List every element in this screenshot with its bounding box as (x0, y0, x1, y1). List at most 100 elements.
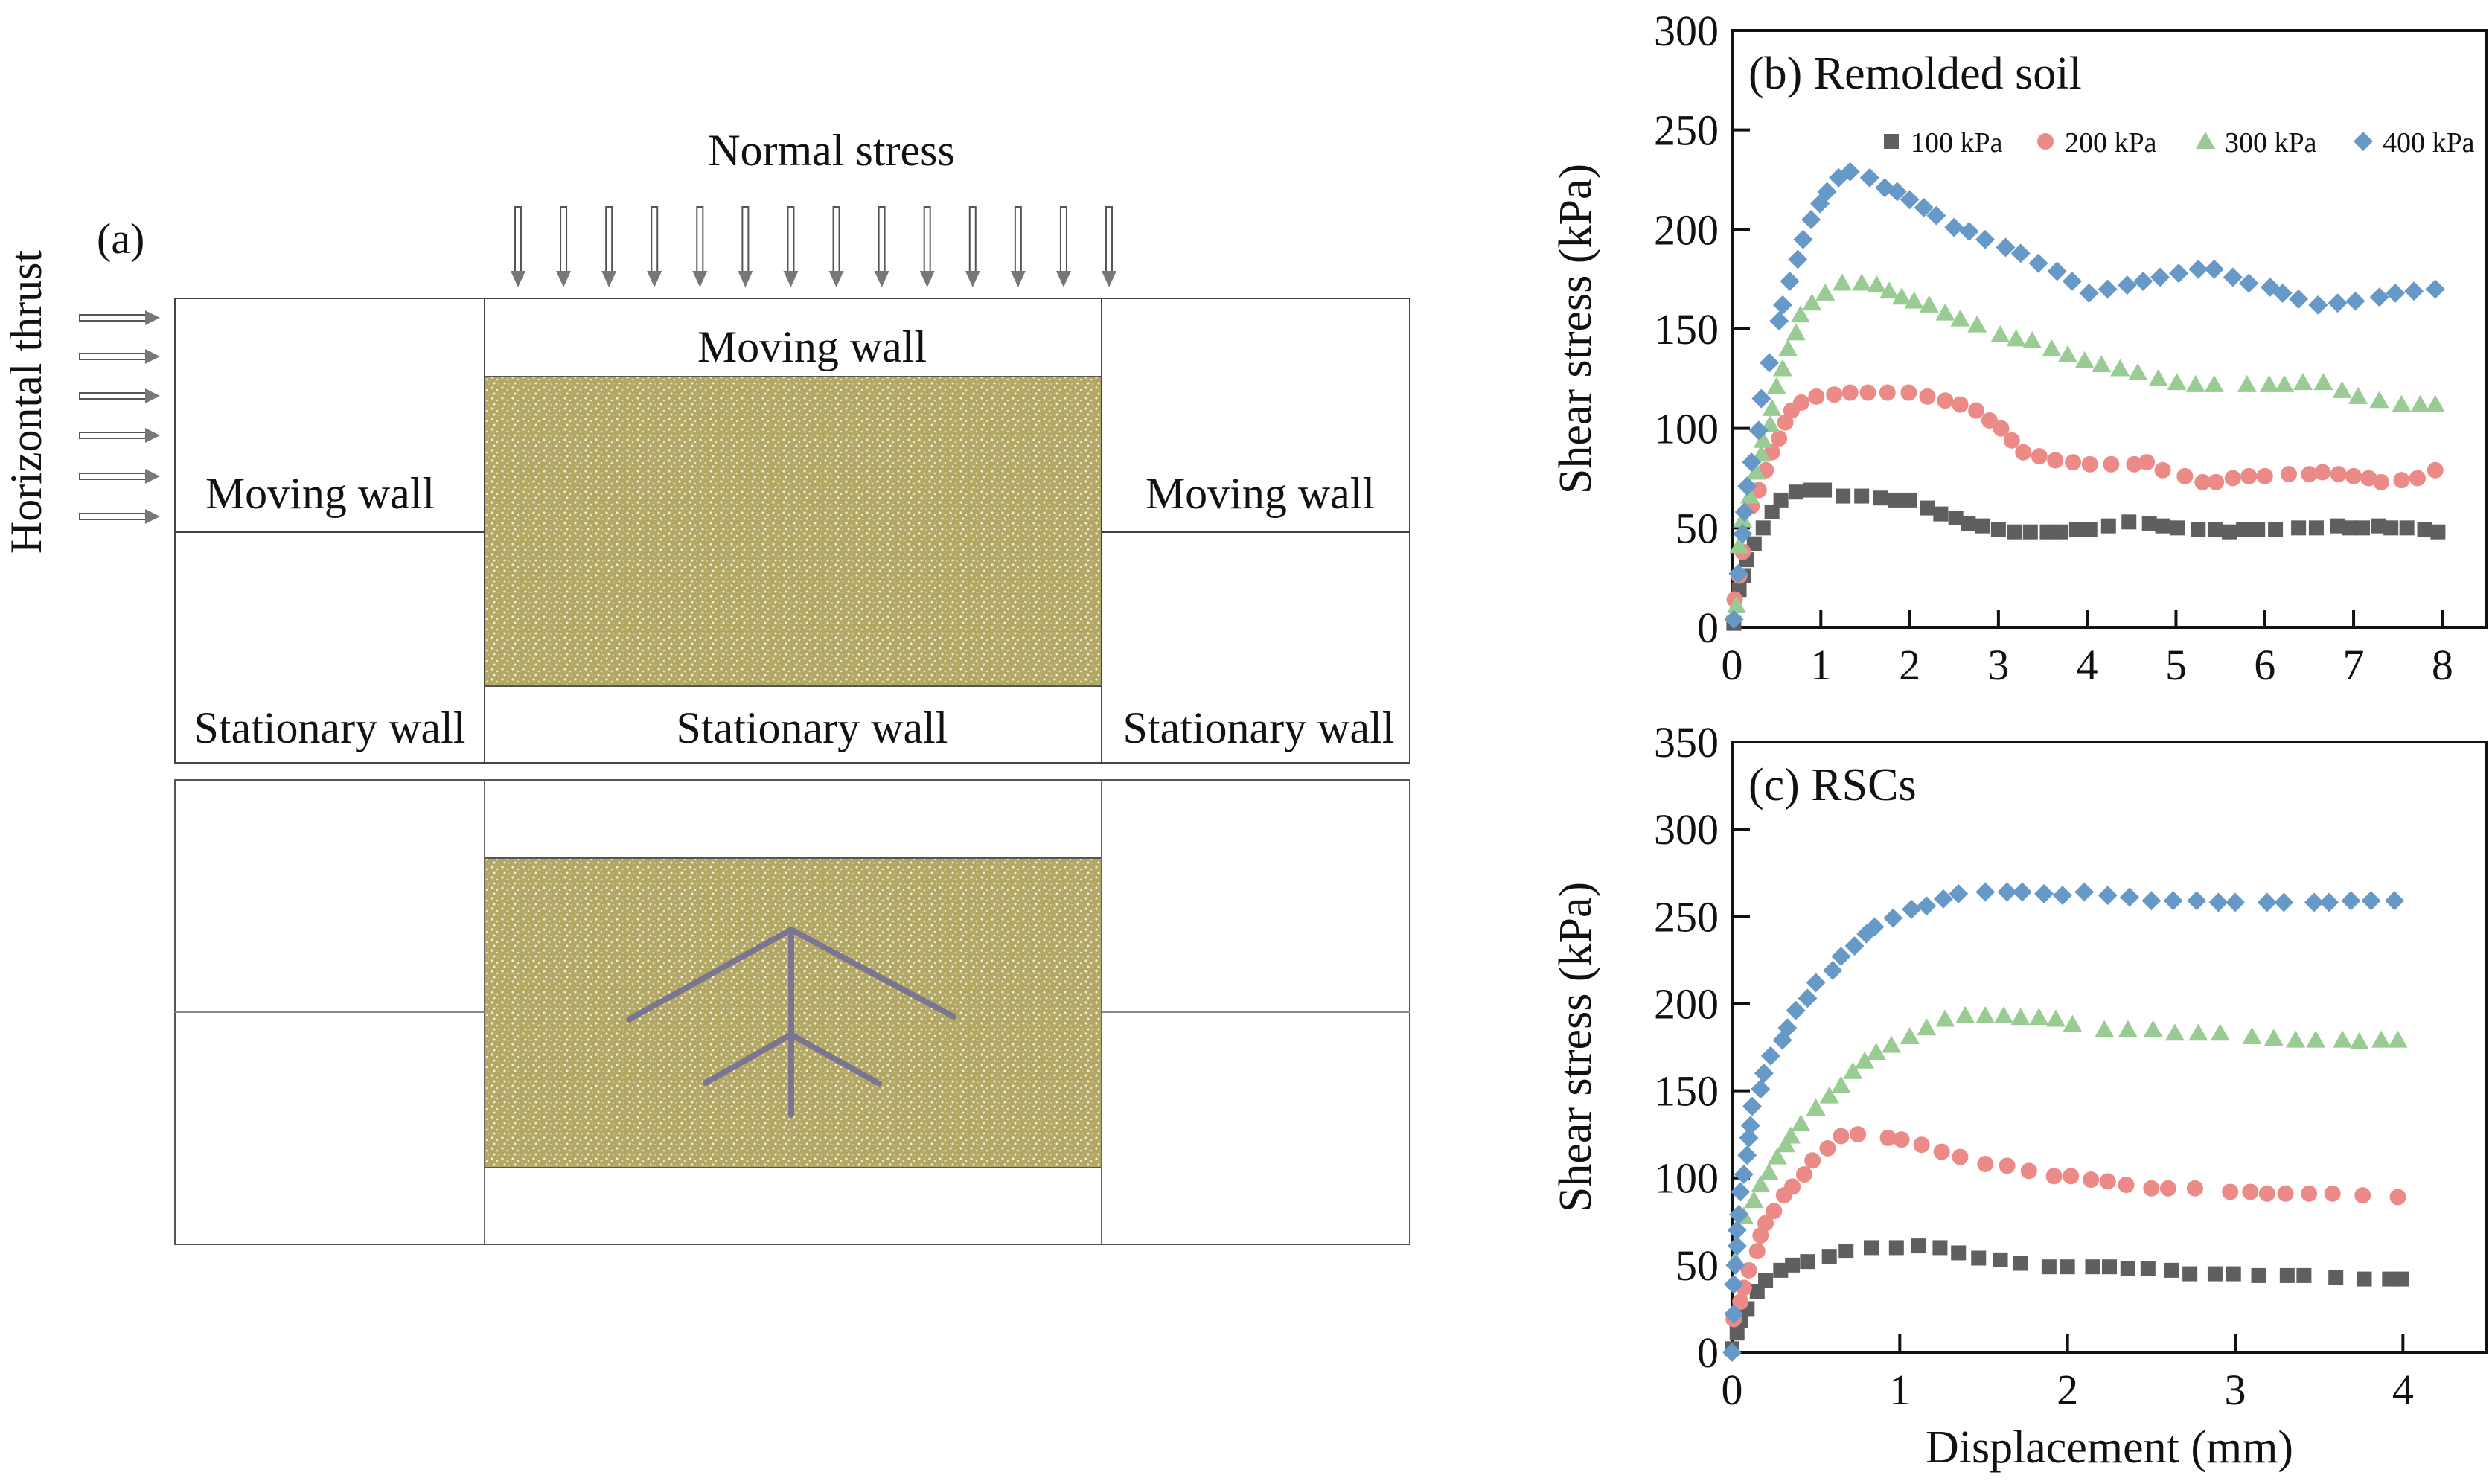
data-point (1914, 197, 1934, 217)
data-point (1859, 167, 1879, 188)
data-point (1967, 315, 1987, 333)
data-point (2354, 1187, 2371, 1204)
normal-stress-label: Normal stress (708, 126, 955, 175)
data-point (2263, 1029, 2284, 1046)
data-point (1832, 273, 1852, 291)
data-point (2373, 473, 2390, 490)
data-point (1737, 476, 1757, 496)
data-point (2386, 283, 2406, 303)
chart-rscs: 0 50 100 150 200 250 300 350 0 1 2 3 4 (c) RSCs Shear … (1550, 718, 2488, 1473)
y-tick-label: 350 (1654, 718, 1719, 767)
data-point (1806, 1098, 1826, 1116)
arrow-down-icon (783, 271, 799, 287)
data-point (1778, 339, 1798, 356)
data-point (1952, 1148, 1969, 1165)
data-point (2222, 1183, 2239, 1200)
data-point (1804, 1152, 1821, 1169)
data-point (1933, 1143, 1950, 1160)
arrow-down-icon (1055, 271, 1071, 287)
arrow-shaft (968, 206, 977, 273)
diagram-bottom (174, 779, 1410, 1245)
data-point (2313, 373, 2333, 391)
data-point (1724, 1274, 1744, 1294)
data-point (1900, 1026, 1920, 1044)
data-point (2063, 1014, 2083, 1032)
data-point (1748, 420, 1769, 441)
data-point (2188, 1023, 2208, 1041)
data-point (2388, 1030, 2408, 1048)
data-point (1753, 430, 1773, 448)
data-point (2098, 886, 2118, 906)
data-point (2041, 1259, 2057, 1275)
data-point (2342, 520, 2357, 536)
data-point (2210, 1023, 2230, 1041)
data-point (2034, 883, 2054, 903)
data-point (1996, 237, 2016, 258)
data-point (1933, 889, 1953, 909)
arrow-shaft (79, 473, 147, 480)
data-point (2164, 1023, 2185, 1041)
data-point (1793, 394, 1810, 411)
data-point (2296, 1267, 2312, 1283)
data-point (1746, 536, 1762, 551)
data-point (2099, 1173, 2116, 1190)
arrow-shaft (1059, 206, 1067, 273)
data-point (1948, 510, 1964, 525)
data-point (1766, 377, 1786, 394)
data-point (2399, 520, 2415, 536)
data-point (2042, 339, 2062, 356)
arrow-down-icon (1010, 271, 1026, 287)
data-point (2013, 1256, 2028, 1271)
arrow-down-icon (692, 271, 708, 287)
data-point (2060, 1259, 2075, 1275)
data-point (1740, 1261, 1757, 1279)
legend-marker-triangle (2196, 132, 2215, 149)
data-point (1739, 486, 1760, 504)
arrow-down-icon (1102, 271, 1116, 287)
data-point (2163, 891, 2183, 911)
data-point (1888, 492, 1903, 508)
data-point (1990, 522, 2006, 538)
data-point (2045, 1009, 2066, 1027)
y-tick-label: 100 (1654, 1154, 1719, 1203)
data-point (2240, 467, 2258, 484)
data-point (2010, 1008, 2031, 1026)
data-point (2186, 1180, 2203, 1197)
moving-wall-top-label: Moving wall (697, 322, 927, 371)
data-point (1952, 396, 1969, 413)
data-point (1760, 353, 1780, 373)
arrow-down-icon (647, 271, 662, 287)
data-point (2188, 259, 2208, 279)
data-point (1883, 908, 1903, 928)
data-point (1808, 388, 1825, 405)
data-point (1746, 462, 1766, 480)
data-point (1959, 222, 1979, 242)
data-point (1755, 520, 1771, 536)
data-point (2010, 243, 2031, 263)
arrow-right-icon (145, 349, 160, 364)
chart-title: (b) Remolded soil (1748, 48, 2082, 99)
data-point (2393, 472, 2410, 489)
data-point (1887, 182, 1907, 202)
y-axis-label: Shear stress (kPa) (1550, 882, 1601, 1212)
data-point (2324, 1185, 2341, 1202)
data-point (2382, 1271, 2397, 1287)
data-point (2204, 259, 2224, 279)
data-point (1831, 947, 1851, 967)
data-point (1751, 388, 1771, 409)
data-point (1788, 484, 1803, 500)
data-point (1937, 392, 1954, 409)
data-point (1754, 1064, 1774, 1084)
data-point (1724, 610, 1744, 630)
y-tick-label: 300 (1654, 7, 1719, 55)
series-100-kpa (1726, 482, 2446, 631)
data-point (2332, 380, 2352, 398)
chart-remolded-soil: 0 50 100 150 200 250 300 0 1 2 3 4 5 6 7 8 (b) Remolded … (1550, 7, 2488, 689)
data-point (1757, 1215, 1774, 1232)
legend-marker-square (1884, 134, 1899, 149)
data-point (2425, 394, 2445, 412)
data-point (2039, 524, 2055, 540)
y-tick-label: 100 (1654, 405, 1719, 453)
data-point (1833, 1128, 1850, 1145)
data-point (2053, 524, 2068, 540)
